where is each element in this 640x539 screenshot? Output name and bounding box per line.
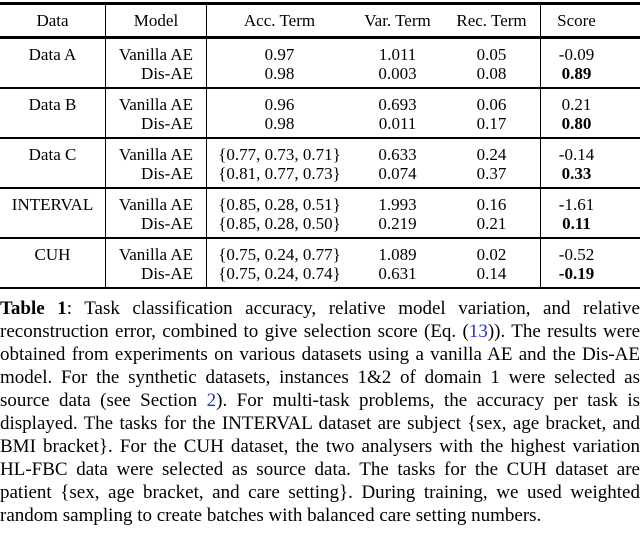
acc-term-cell: 0.98 [264, 114, 295, 133]
dataset-cell: Data C [0, 139, 106, 187]
header-model: Model [106, 5, 207, 36]
equation-13-link[interactable]: 13 [468, 321, 488, 342]
table-group-interval: INTERVAL Vanilla AE {0.85, 0.28, 0.51} 1… [0, 189, 640, 239]
var-term-cell: 1.089 [378, 245, 417, 264]
var-term-cell: 0.631 [378, 264, 417, 283]
var-term-cell: 1.993 [378, 195, 417, 214]
acc-term-cell: {0.85, 0.28, 0.51} [218, 195, 341, 214]
caption-label: Table 1 [0, 298, 67, 319]
acc-term-cell: {0.85, 0.28, 0.50} [218, 214, 341, 233]
score-cell: 0.21 [540, 89, 640, 114]
var-term-cell: 0.011 [378, 114, 417, 133]
dataset-cell: Data B [0, 89, 106, 137]
var-term-cell: 1.011 [378, 45, 417, 64]
results-table: Data Model Acc. Term Var. Term Rec. Term… [0, 2, 640, 289]
rec-term-cell: 0.24 [476, 145, 507, 164]
table-caption: Table 1: Task classification accuracy, r… [0, 297, 640, 527]
table-group-cuh: CUH Vanilla AE {0.75, 0.24, 0.77} 1.089 … [0, 239, 640, 289]
header-data: Data [0, 5, 106, 36]
var-term-cell: 0.074 [378, 164, 417, 183]
var-term-cell: 0.003 [378, 64, 417, 83]
dataset-cell: INTERVAL [0, 189, 106, 237]
model-cell: Vanilla AE [106, 239, 207, 264]
score-cell: 0.33 [540, 164, 640, 187]
model-cell: Dis-AE [106, 64, 207, 87]
header-score: Score [540, 5, 640, 36]
dataset-cell: Data A [0, 39, 106, 87]
model-cell: Dis-AE [106, 214, 207, 237]
rec-term-cell: 0.21 [476, 214, 507, 233]
rec-term-cell: 0.02 [476, 245, 507, 264]
header-acc-term: Acc. Term [243, 10, 316, 30]
table-header-row: Data Model Acc. Term Var. Term Rec. Term… [0, 5, 640, 39]
var-term-cell: 0.633 [378, 145, 417, 164]
score-cell: -0.14 [540, 139, 640, 164]
caption-text: ). For multi-task problems, the accuracy… [0, 390, 640, 526]
rec-term-cell: 0.14 [476, 264, 507, 283]
score-cell: 0.11 [540, 214, 640, 237]
section-2-link[interactable]: 2 [206, 390, 217, 411]
acc-term-cell: 0.97 [264, 45, 295, 64]
header-var-term: Var. Term [364, 10, 431, 30]
table-group-data-b: Data B Vanilla AE 0.96 0.693 0.06 0.21 D… [0, 89, 640, 139]
score-cell: -0.52 [540, 239, 640, 264]
acc-term-cell: {0.81, 0.77, 0.73} [218, 164, 341, 183]
rec-term-cell: 0.17 [476, 114, 507, 133]
score-cell: 0.89 [540, 64, 640, 87]
header-rec-term: Rec. Term [456, 10, 527, 30]
score-cell: 0.80 [540, 114, 640, 137]
model-cell: Dis-AE [106, 264, 207, 287]
table-group-data-a: Data A Vanilla AE 0.97 1.011 0.05 -0.09 … [0, 39, 640, 89]
rec-term-cell: 0.16 [476, 195, 507, 214]
acc-term-cell: {0.75, 0.24, 0.77} [218, 245, 341, 264]
acc-term-cell: 0.98 [264, 64, 295, 83]
table-group-data-c: Data C Vanilla AE {0.77, 0.73, 0.71} 0.6… [0, 139, 640, 189]
rec-term-cell: 0.37 [476, 164, 507, 183]
var-term-cell: 0.693 [378, 95, 417, 114]
score-cell: -0.09 [540, 39, 640, 64]
dataset-cell: CUH [0, 239, 106, 287]
rec-term-cell: 0.08 [476, 64, 507, 83]
rec-term-cell: 0.05 [476, 45, 507, 64]
model-cell: Vanilla AE [106, 89, 207, 114]
model-cell: Vanilla AE [106, 139, 207, 164]
acc-term-cell: {0.75, 0.24, 0.74} [218, 264, 341, 283]
score-cell: -0.19 [540, 264, 640, 287]
rec-term-cell: 0.06 [476, 95, 507, 114]
model-cell: Vanilla AE [106, 39, 207, 64]
model-cell: Vanilla AE [106, 189, 207, 214]
caption-text: )). The results were obtained from exper… [0, 321, 640, 411]
acc-term-cell: {0.77, 0.73, 0.71} [218, 145, 341, 164]
score-cell: -1.61 [540, 189, 640, 214]
model-cell: Dis-AE [106, 114, 207, 137]
model-cell: Dis-AE [106, 164, 207, 187]
acc-term-cell: 0.96 [264, 95, 295, 114]
caption-text: : Task classification accuracy, relative… [0, 298, 640, 342]
var-term-cell: 0.219 [378, 214, 417, 233]
